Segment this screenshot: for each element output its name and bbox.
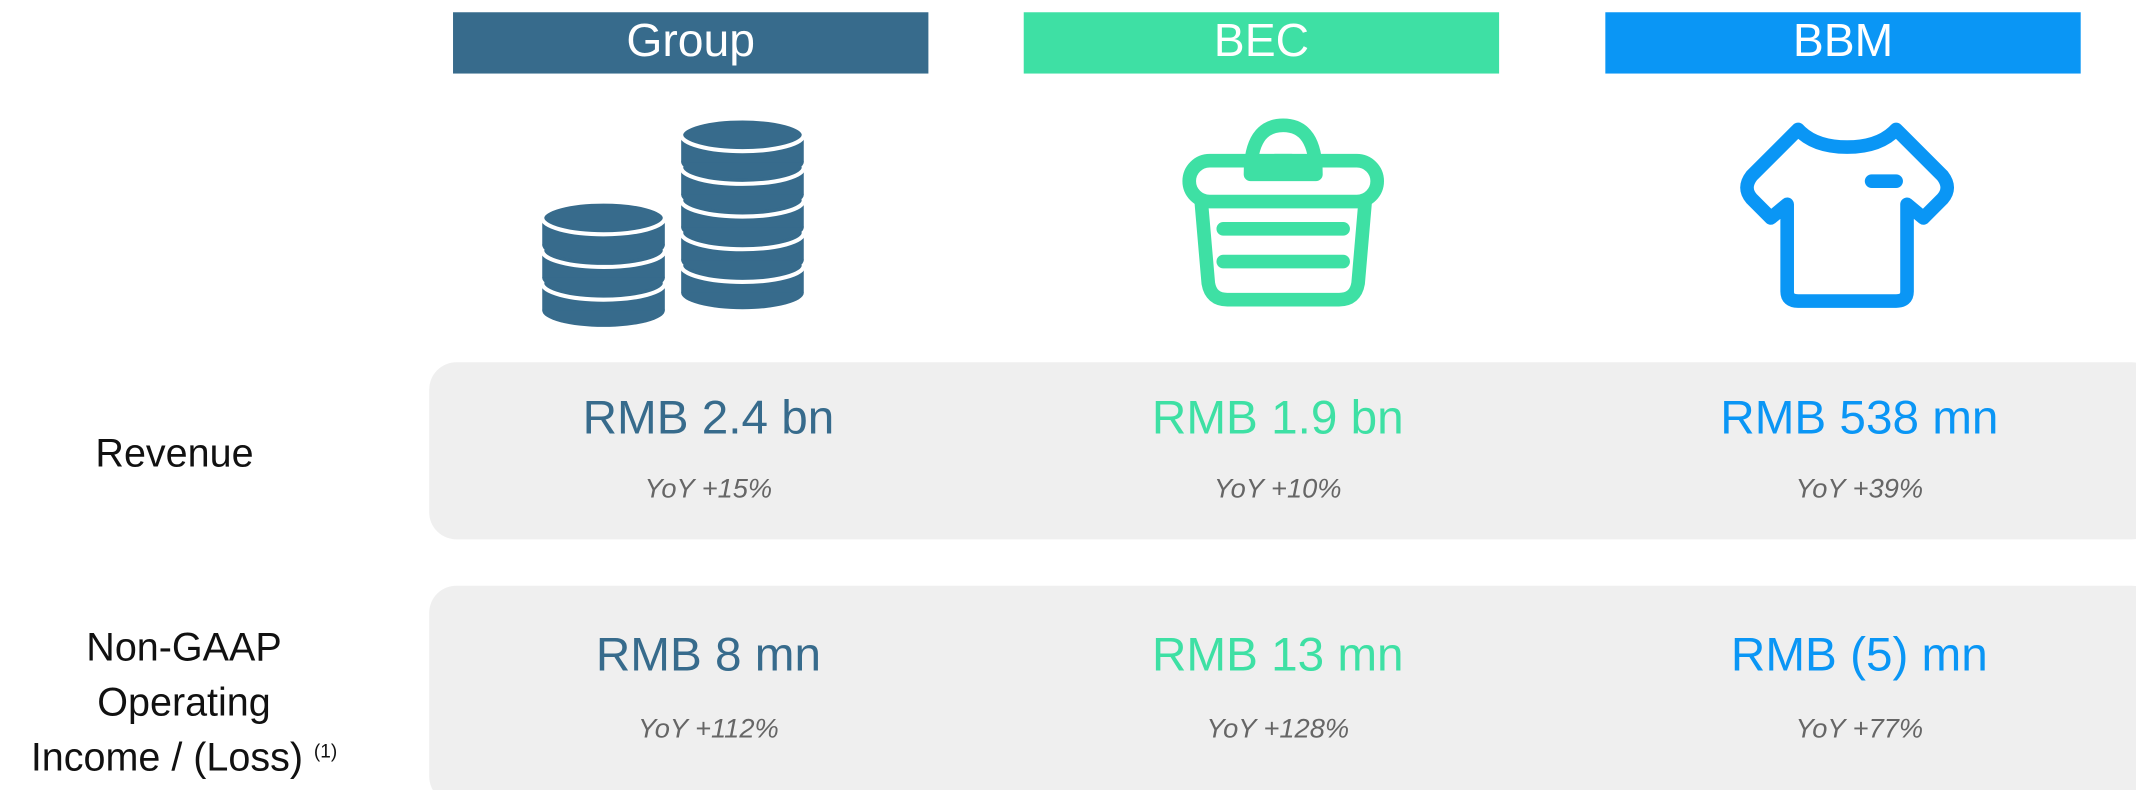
column-header-text: BEC: [1214, 14, 1309, 66]
row-label: Non-GAAP: [86, 626, 281, 670]
cell-value: RMB 8 mn: [596, 628, 821, 681]
cell-value: RMB 538 mn: [1720, 391, 1998, 444]
cell-value: RMB 2.4 bn: [583, 391, 835, 444]
cell-yoy: YoY +112%: [638, 712, 779, 743]
coins-icon: [540, 116, 806, 327]
cell-value: RMB (5) mn: [1731, 628, 1988, 681]
row-label-text: Revenue: [95, 432, 253, 476]
cell-value: RMB 1.9 bn: [1152, 391, 1404, 444]
cell-yoy: YoY +39%: [1796, 473, 1923, 504]
row-label: Operating: [97, 681, 270, 725]
column-header: [1605, 12, 2081, 74]
column-header: [1023, 12, 1500, 74]
basket-body: [1194, 197, 1372, 307]
row-label-text: Non-GAAP: [86, 626, 281, 670]
shirt-icon: [1740, 122, 1954, 308]
shirt-outline: [1740, 122, 1954, 308]
coin-top: [679, 116, 806, 154]
footnote-marker: (1): [314, 742, 337, 763]
row-label: Revenue: [95, 432, 253, 476]
column-header-text: BBM: [1793, 14, 1893, 66]
row-label-text: Income / (Loss): [31, 736, 303, 780]
cell-yoy: YoY +77%: [1796, 712, 1923, 743]
coin-top: [540, 199, 667, 237]
cell-value: RMB 13 mn: [1152, 628, 1404, 681]
basket-icon: [1182, 118, 1384, 307]
row-label: Income / (Loss) (1): [31, 736, 337, 780]
basket-rim: [1182, 153, 1384, 209]
column-header: [453, 12, 929, 74]
revenue-panel: [429, 362, 2136, 540]
income-panel: [429, 585, 2136, 790]
column-header-text: Group: [626, 14, 755, 66]
row-label-text: Operating: [97, 681, 270, 725]
cell-yoy: YoY +15%: [645, 473, 772, 504]
cell-yoy: YoY +128%: [1206, 712, 1349, 743]
cell-yoy: YoY +10%: [1214, 473, 1341, 504]
